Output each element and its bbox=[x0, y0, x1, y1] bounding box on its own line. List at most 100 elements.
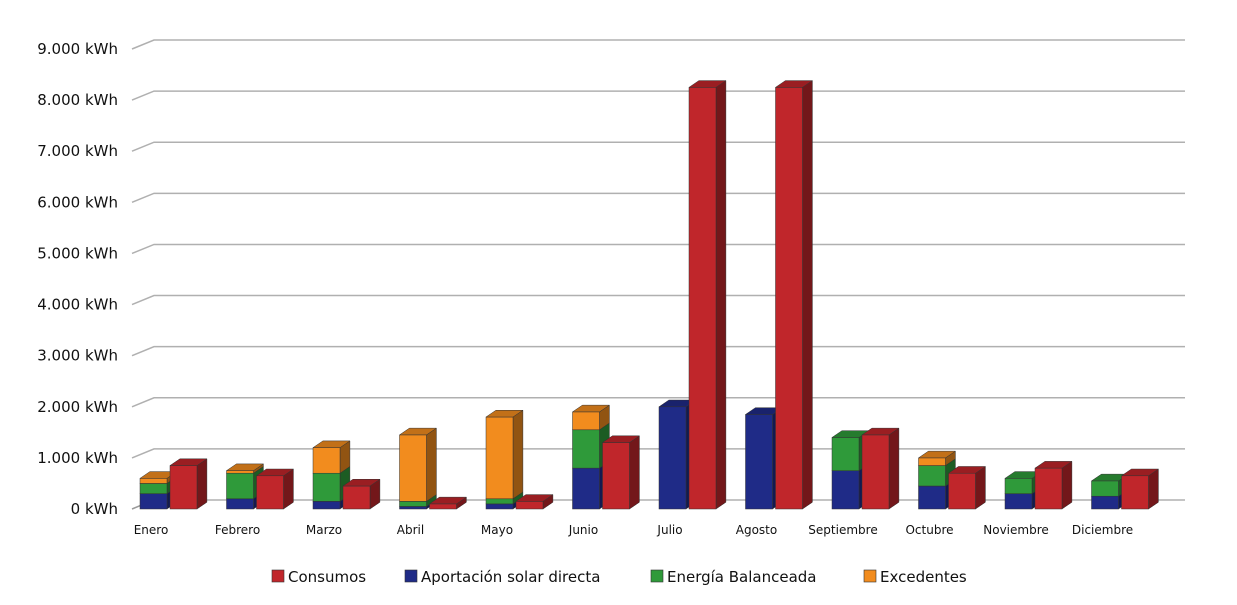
gridline bbox=[131, 39, 1185, 50]
bar-excedentes-top bbox=[571, 404, 611, 413]
bar-consumos-side bbox=[196, 458, 208, 510]
bar-energ-a-balanceada bbox=[831, 437, 860, 471]
bar-consumos-top bbox=[342, 479, 381, 487]
x-tick-label: Agosto bbox=[736, 523, 777, 537]
bar-consumos bbox=[1121, 475, 1149, 510]
bar-excedentes bbox=[139, 478, 168, 484]
y-tick-label: 6.000 kWh bbox=[37, 193, 118, 211]
legend-label: Aportación solar directa bbox=[421, 568, 600, 586]
bar-consumos-top bbox=[861, 427, 900, 436]
x-tick-label: Abril bbox=[397, 523, 424, 537]
bar-consumos bbox=[1034, 467, 1063, 510]
y-tick-label: 9.000 kWh bbox=[37, 40, 118, 58]
x-tick-label: Enero bbox=[134, 523, 169, 537]
bar-consumos bbox=[169, 465, 198, 510]
y-tick-label: 4.000 kWh bbox=[37, 296, 118, 314]
bar-aportaci-n-solar-directa bbox=[226, 498, 254, 510]
bar-energ-a-balanceada bbox=[1091, 480, 1119, 497]
bar-excedentes-top bbox=[312, 440, 351, 448]
bar-energ-a-balanceada bbox=[399, 501, 427, 507]
bar-consumos-top bbox=[255, 468, 295, 477]
x-tick-label: Mayo bbox=[481, 523, 513, 537]
bar-aportaci-n-solar-directa bbox=[1004, 493, 1033, 510]
bar-aportaci-n-solar-directa bbox=[572, 467, 600, 510]
bar-consumos-top bbox=[515, 494, 554, 502]
bar-excedentes bbox=[226, 470, 254, 474]
bar-aportaci-n-solar-directa bbox=[312, 501, 341, 510]
y-tick-label: 0 kWh bbox=[71, 500, 118, 518]
bar-consumos-side bbox=[802, 80, 813, 510]
legend-label: Energía Balanceada bbox=[667, 568, 817, 586]
gridline bbox=[131, 243, 1185, 255]
x-tick-label: Septiembre bbox=[808, 523, 877, 537]
bar-consumos bbox=[688, 87, 717, 510]
bar-aportaci-n-solar-directa bbox=[918, 485, 946, 510]
bar-aportaci-n-solar-directa bbox=[831, 470, 860, 510]
bar-consumos-top bbox=[688, 80, 727, 88]
bar-consumos-top bbox=[601, 435, 641, 443]
bar-energ-a-balanceada bbox=[139, 483, 168, 494]
x-tick-label: Octubre bbox=[905, 523, 953, 537]
x-tick-label: Diciembre bbox=[1072, 523, 1133, 537]
bar-excedentes-top bbox=[917, 450, 957, 459]
y-tick-label: 1.000 kWh bbox=[37, 449, 118, 467]
legend-label: Excedentes bbox=[880, 568, 967, 586]
x-tick-label: Marzo bbox=[306, 523, 342, 537]
bar-consumos bbox=[948, 472, 976, 510]
x-tick-label: Julio bbox=[656, 523, 682, 537]
bar-consumos-side bbox=[975, 465, 986, 510]
bar-consumos bbox=[515, 501, 544, 510]
bar-consumos bbox=[342, 485, 371, 510]
gridline bbox=[131, 192, 1185, 204]
bar-excedentes-top bbox=[398, 427, 438, 436]
bar-excedentes-top bbox=[485, 410, 524, 418]
bar-consumos-side bbox=[715, 80, 727, 510]
bar-aportaci-n-solar-directa bbox=[1091, 495, 1119, 510]
bar-consumos-top bbox=[1120, 468, 1160, 477]
bar-excedentes bbox=[312, 447, 341, 474]
legend-swatch bbox=[863, 569, 877, 583]
bar-aportaci-n-solar-directa bbox=[399, 506, 427, 510]
gridline bbox=[131, 345, 1185, 357]
bar-energ-a-balanceada bbox=[312, 472, 341, 502]
bar-consumos-top bbox=[169, 458, 208, 466]
gridline bbox=[131, 90, 1185, 101]
bar-consumos bbox=[602, 442, 630, 510]
bar-excedentes bbox=[399, 434, 427, 502]
bar-aportaci-n-solar-directa bbox=[745, 414, 773, 510]
bar-consumos-top bbox=[774, 80, 814, 88]
legend-swatch bbox=[404, 569, 418, 583]
bar-aportaci-n-solar-directa bbox=[139, 493, 168, 510]
y-tick-label: 8.000 kWh bbox=[37, 91, 118, 109]
legend-label: Consumos bbox=[288, 568, 366, 586]
x-tick-label: Febrero bbox=[215, 523, 260, 537]
bar-consumos-top bbox=[947, 466, 987, 474]
bar-consumos bbox=[429, 503, 457, 510]
bar-excedentes-top bbox=[225, 463, 265, 471]
bar-energ-a-balanceada bbox=[485, 498, 514, 505]
bar-consumos-top bbox=[1034, 461, 1073, 469]
bar-energ-a-balanceada bbox=[918, 465, 946, 487]
bar-consumos-side bbox=[1061, 460, 1073, 510]
bar-excedentes bbox=[485, 416, 514, 500]
gridline bbox=[131, 141, 1185, 152]
bar-consumos bbox=[256, 475, 284, 510]
bar-excedentes-side bbox=[512, 409, 524, 500]
bar-consumos-side bbox=[629, 435, 640, 510]
y-tick-label: 3.000 kWh bbox=[37, 347, 118, 365]
x-tick-label: Noviembre bbox=[983, 523, 1049, 537]
bar-consumos bbox=[775, 87, 803, 510]
legend-swatch bbox=[271, 569, 285, 583]
bar-aportaci-n-solar-directa bbox=[658, 406, 687, 510]
bar-consumos-side bbox=[888, 427, 900, 510]
x-tick-label: Junio bbox=[568, 523, 598, 537]
y-tick-label: 7.000 kWh bbox=[37, 142, 118, 160]
gridline bbox=[131, 448, 1185, 459]
bar-consumos-top bbox=[428, 496, 468, 505]
gridline bbox=[131, 397, 1185, 408]
bar-excedentes bbox=[918, 457, 946, 466]
bar-energ-a-balanceada bbox=[226, 472, 254, 500]
y-tick-label: 2.000 kWh bbox=[37, 398, 118, 416]
